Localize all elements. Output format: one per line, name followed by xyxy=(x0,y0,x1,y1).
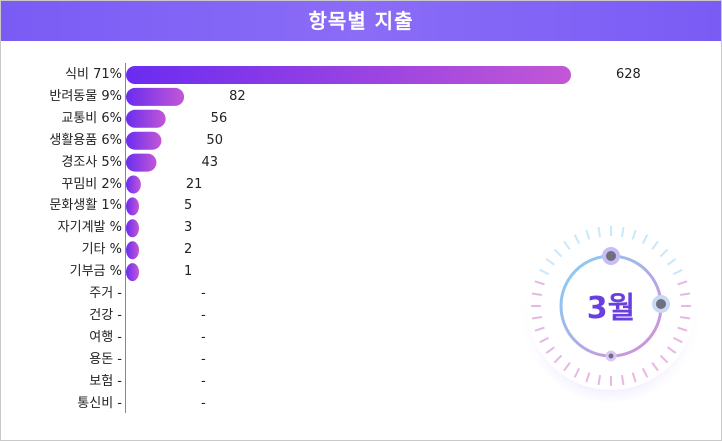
badge-tick xyxy=(631,229,637,240)
badge-tick xyxy=(667,346,677,354)
data-label: 56 xyxy=(210,110,228,126)
month-label: 3월 xyxy=(587,291,635,326)
badge-tick xyxy=(641,367,649,378)
category-label: 식비 71% xyxy=(65,67,122,82)
badge-tick xyxy=(677,280,688,286)
badge-tick xyxy=(563,362,571,372)
badge-tick xyxy=(672,268,683,276)
bar xyxy=(126,263,139,282)
category-label: 교통비 6% xyxy=(61,110,122,126)
category-label: 주거 - xyxy=(89,286,122,301)
badge-tick xyxy=(641,234,649,245)
bar xyxy=(126,197,139,216)
data-label: 82 xyxy=(229,88,246,104)
category-label: 기타 % xyxy=(81,242,122,258)
badge-tick xyxy=(672,336,683,344)
badge-tick xyxy=(531,315,543,320)
bar xyxy=(126,241,139,260)
category-label: 문화생활 1% xyxy=(49,198,122,214)
badge-knob xyxy=(605,350,617,362)
badge-tick xyxy=(563,240,571,250)
badge-knob xyxy=(602,247,620,265)
badge-tick xyxy=(679,315,691,320)
data-label: - xyxy=(201,286,206,301)
data-label: - xyxy=(201,329,206,345)
badge-tick xyxy=(534,326,545,332)
data-label: - xyxy=(201,395,206,411)
badge-tick xyxy=(545,346,555,354)
category-label: 기부금 % xyxy=(69,264,122,280)
category-label: 자기계발 % xyxy=(57,220,122,236)
badge-tick xyxy=(585,372,591,383)
data-label: 1 xyxy=(184,264,193,280)
badge-tick xyxy=(553,248,563,258)
badge-tick xyxy=(534,280,545,286)
bar xyxy=(126,87,185,106)
category-label: 반려동물 9% xyxy=(49,88,122,104)
data-label: 50 xyxy=(206,132,223,148)
data-label: 3 xyxy=(184,220,193,236)
chart-title: 항목별 지출 xyxy=(1,1,721,41)
bar xyxy=(126,153,157,172)
badge-tick xyxy=(553,354,563,364)
badge-disc xyxy=(527,222,695,390)
data-label: 43 xyxy=(201,154,219,170)
badge-tick xyxy=(677,326,688,332)
badge-tick xyxy=(539,268,550,276)
data-label: - xyxy=(201,351,206,367)
bar xyxy=(126,66,571,84)
badge-tick xyxy=(531,292,543,297)
category-label: 보험 - xyxy=(89,373,122,389)
month-badge: 3월 xyxy=(519,218,703,402)
bar xyxy=(126,219,139,238)
bar xyxy=(126,131,162,150)
bar xyxy=(126,175,141,194)
data-label: - xyxy=(201,307,206,323)
category-label: 건강 - xyxy=(89,307,122,323)
badge-tick xyxy=(679,292,691,297)
badge-tick xyxy=(659,354,669,364)
badge-tick xyxy=(597,226,602,238)
data-label: 5 xyxy=(184,198,193,214)
category-label: 생활용품 6% xyxy=(49,132,122,148)
data-label: - xyxy=(201,373,206,389)
badge-tick xyxy=(651,240,659,250)
badge-tick xyxy=(651,362,659,372)
data-label: 21 xyxy=(185,176,203,192)
data-label: 628 xyxy=(616,67,641,82)
badge-tick xyxy=(659,248,669,258)
category-axis-line xyxy=(125,63,126,413)
badge-tick xyxy=(667,258,677,266)
category-label: 경조사 5% xyxy=(61,154,122,170)
badge-tick xyxy=(573,234,581,245)
badge-tick xyxy=(597,374,602,386)
category-label: 용돈 - xyxy=(89,351,122,367)
badge-tick xyxy=(620,374,625,386)
badge-tick xyxy=(585,229,591,240)
badge-tick xyxy=(545,258,555,266)
badge-knob xyxy=(652,295,670,313)
bar xyxy=(126,109,166,128)
category-label: 꾸밈비 2% xyxy=(61,176,122,192)
badge-tick xyxy=(620,226,625,238)
data-label: 2 xyxy=(184,242,193,258)
badge-tick xyxy=(539,336,550,344)
category-label: 통신비 - xyxy=(77,395,122,411)
badge-tick xyxy=(573,367,581,378)
category-label: 여행 - xyxy=(89,329,122,345)
badge-tick xyxy=(631,372,637,383)
